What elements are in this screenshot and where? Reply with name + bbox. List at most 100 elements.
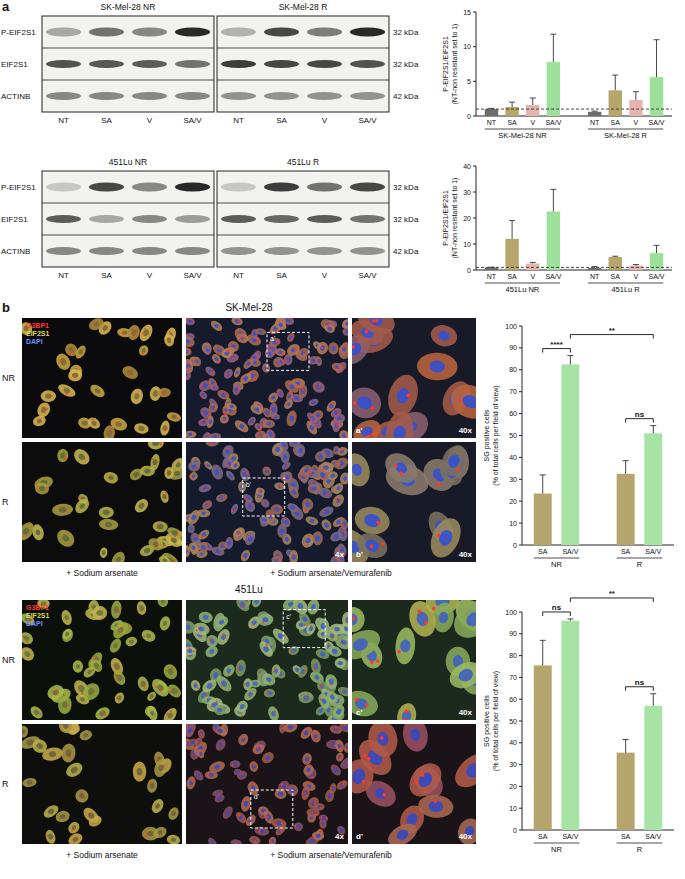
lane-label: SA (276, 116, 287, 125)
error-bar (650, 426, 656, 434)
nucleus (242, 471, 247, 477)
cell (278, 470, 293, 485)
granule (41, 407, 43, 409)
cell (86, 415, 102, 431)
nucleus (245, 496, 250, 501)
cell (337, 428, 348, 438)
nucleus (300, 350, 306, 356)
nucleus (288, 383, 295, 390)
nucleus (152, 541, 159, 548)
cytoplasm (164, 467, 174, 479)
cell (157, 554, 172, 562)
granule (231, 342, 234, 345)
cell (67, 368, 83, 382)
cytoplasm (333, 455, 348, 472)
cytoplasm (198, 390, 208, 401)
granule (258, 428, 261, 431)
tick-label: 40 (463, 163, 471, 170)
cytoplasm (330, 361, 344, 373)
cell (191, 355, 202, 367)
cytoplasm (286, 502, 300, 514)
nucleus (222, 416, 227, 422)
granule (318, 385, 320, 387)
nucleus (292, 554, 296, 559)
granule (116, 422, 118, 424)
cell (149, 676, 172, 700)
granule (284, 518, 286, 520)
cell (197, 509, 211, 518)
granule (122, 331, 124, 333)
cytoplasm (323, 673, 339, 691)
nucleus (341, 521, 346, 527)
category-label: SA/V (545, 119, 561, 126)
lane-label: V (147, 116, 153, 125)
size-label: 42 kDa (393, 92, 419, 101)
cell (310, 379, 327, 395)
cell (323, 673, 339, 691)
cell (264, 508, 277, 524)
cytoplasm (229, 459, 242, 471)
cell (298, 384, 308, 398)
cytoplasm (34, 482, 50, 496)
plot-marks (534, 356, 663, 545)
tick-label: 30 (509, 761, 517, 768)
nucleus (93, 321, 100, 327)
nucleus (284, 463, 289, 468)
granule (187, 349, 189, 351)
bar (588, 112, 601, 116)
error-cap (509, 220, 515, 221)
granule (323, 510, 325, 512)
nucleus (23, 650, 31, 658)
cytoplasm (209, 319, 224, 333)
nucleus (267, 691, 272, 695)
nucleus (162, 493, 167, 499)
y-tick (519, 655, 522, 656)
tick-label: 80 (509, 652, 517, 659)
nucleus (437, 528, 455, 548)
cell (186, 367, 193, 382)
nucleus (318, 708, 324, 714)
granule (292, 552, 294, 554)
nucleus (289, 415, 295, 422)
nucleus (392, 425, 407, 438)
error-cap (530, 262, 536, 263)
granule (205, 419, 207, 421)
granule (151, 458, 153, 460)
granule (289, 383, 292, 386)
granule (191, 477, 194, 480)
tick-label: 50 (509, 432, 517, 439)
blot-band (175, 183, 210, 192)
cytoplasm (287, 442, 303, 449)
nucleus (186, 549, 188, 553)
category-label: NT (487, 273, 497, 280)
cell (159, 490, 170, 504)
axis-title: P-EIF2S1/EIF2S1 (442, 190, 449, 246)
blot-band (89, 215, 124, 223)
cytoplasm (261, 465, 273, 477)
cell (204, 345, 212, 355)
granule (142, 352, 144, 354)
category-label: NT (590, 119, 600, 126)
cell (319, 518, 333, 533)
cytoplasm (284, 354, 293, 366)
nucleus (213, 435, 218, 438)
granule (205, 464, 208, 467)
granule (251, 504, 253, 506)
granule (159, 442, 161, 443)
granule (289, 392, 291, 394)
cell (236, 332, 249, 345)
granule (225, 373, 227, 375)
nucleus (106, 429, 113, 437)
granule (340, 560, 342, 562)
granule (278, 320, 280, 322)
granule (64, 458, 66, 460)
nucleus (137, 502, 145, 510)
nucleus (113, 606, 119, 613)
cell (328, 342, 339, 355)
nucleus (86, 669, 92, 675)
bar (547, 212, 560, 271)
granule (209, 412, 212, 415)
y-tick (519, 545, 522, 546)
granule (220, 392, 222, 394)
cell (149, 453, 161, 471)
